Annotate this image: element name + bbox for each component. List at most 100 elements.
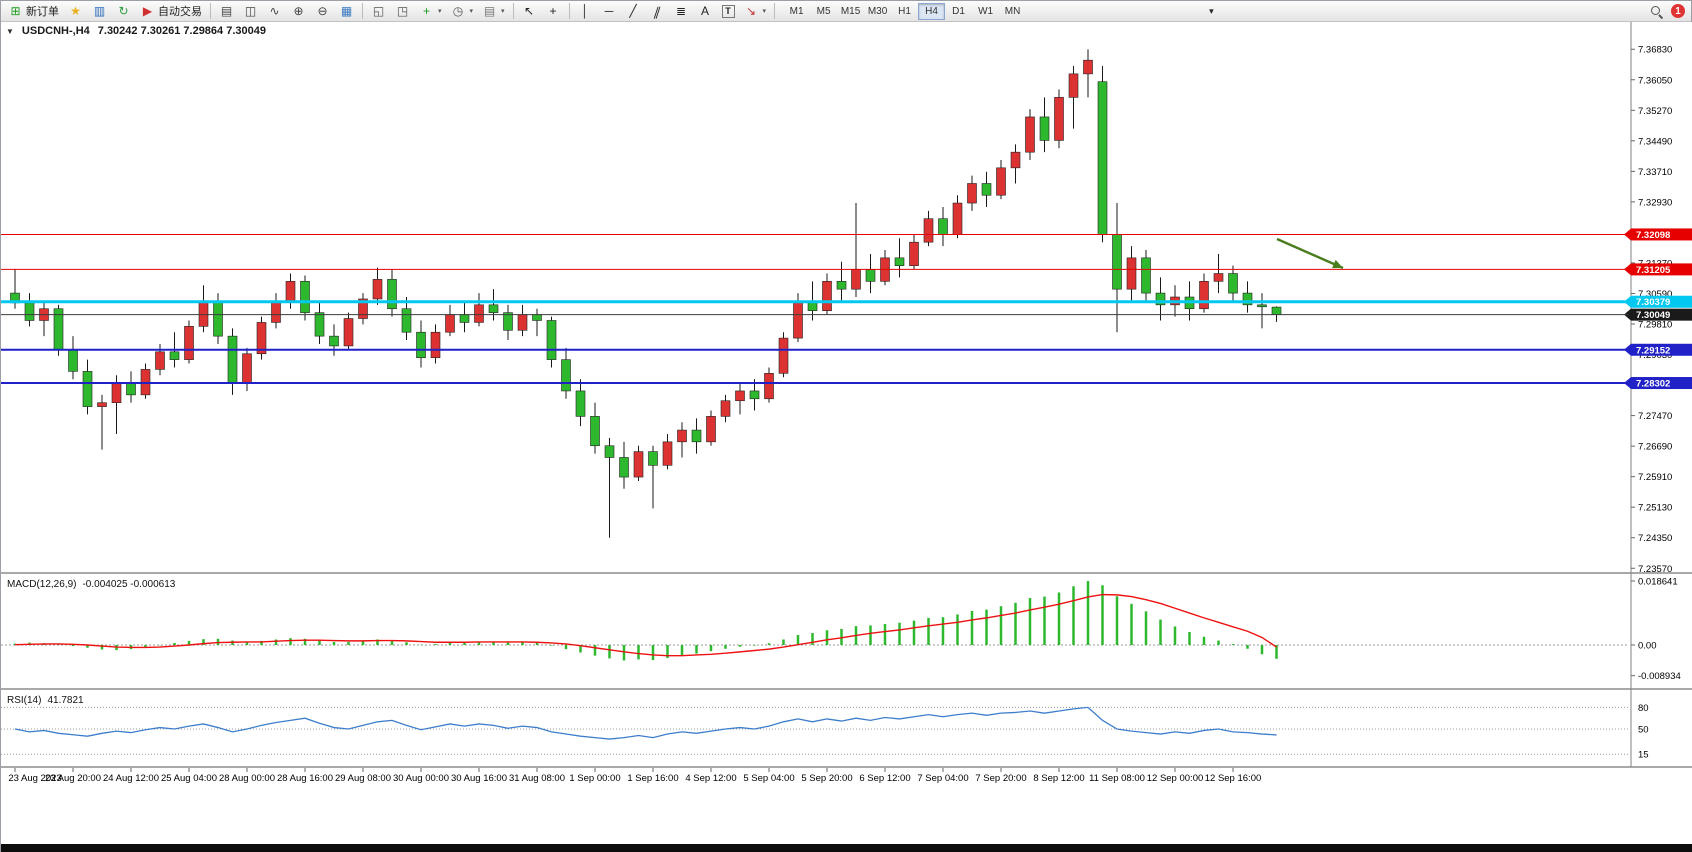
- periods[interactable]: ◷ ▾: [447, 2, 478, 20]
- svg-text:7.30049: 7.30049: [1636, 310, 1670, 321]
- macd-values: -0.004025 -0.000613: [82, 579, 176, 590]
- date-label: 12 Sep 00:00: [1147, 773, 1204, 784]
- toolbar-separator: [512, 3, 514, 19]
- candle-body: [836, 281, 847, 290]
- date-label: 11 Sep 08:00: [1089, 773, 1145, 784]
- chart-canvas[interactable]: 7.36830 7.36050 7.35270 7.34490 7.33710 7.329…: [1, 22, 1692, 787]
- candle-body: [706, 416, 716, 443]
- rsi-level-label: 80: [1638, 703, 1649, 714]
- line-chart-mode[interactable]: ∿: [263, 2, 286, 20]
- mql5-community[interactable]: ↻: [112, 2, 135, 20]
- candle-body: [735, 390, 745, 402]
- star-icon: ★: [70, 4, 81, 18]
- cursor-tool[interactable]: ↖: [518, 2, 541, 20]
- timeframe-D1[interactable]: D1: [945, 3, 972, 20]
- candle-body: [1213, 273, 1224, 282]
- chevron-down-icon: ▾: [469, 8, 474, 15]
- toolbar-separator: [568, 3, 570, 19]
- timeframe-M30[interactable]: M30: [864, 3, 891, 20]
- candle-body: [213, 300, 223, 337]
- tile-windows[interactable]: ▦: [335, 2, 358, 20]
- candle-body: [793, 300, 803, 339]
- timeframe-M15[interactable]: M15: [837, 3, 864, 20]
- rsi-line: [14, 706, 1277, 740]
- timeframe-W1[interactable]: W1: [972, 3, 999, 20]
- macd-signal-line: [14, 593, 1277, 657]
- price-label-box: [1631, 377, 1692, 390]
- one-click-trading-arrow[interactable]: ▼: [6, 26, 14, 36]
- text-label-tool[interactable]: T: [718, 2, 739, 20]
- hlines-layer[interactable]: [1, 233, 1629, 385]
- candle-body: [662, 441, 673, 466]
- symbol-period-label: USDCNH-,H4: [21, 25, 90, 37]
- fibonacci-icon: ≣: [676, 4, 687, 18]
- price-tick-label: 7.34490: [1638, 136, 1672, 147]
- candle-body: [590, 416, 600, 447]
- candle-body: [619, 457, 629, 478]
- vertical-line-tool[interactable]: │: [574, 2, 597, 20]
- date-label: 5 Sep 20:00: [801, 773, 852, 784]
- candle-body: [691, 429, 702, 443]
- fibonacci-tool[interactable]: ≣: [670, 2, 693, 20]
- crosshair-tool[interactable]: +: [542, 2, 565, 20]
- macd-indicator-label[interactable]: MACD(12,26,9) -0.004025 -0.000613: [7, 579, 175, 590]
- zoom-in[interactable]: ⊕: [287, 2, 310, 20]
- candle-body: [169, 351, 180, 360]
- price-tick-label: 7.25910: [1638, 472, 1672, 483]
- candlestick-mode[interactable]: ◫: [239, 2, 262, 20]
- zoom-out[interactable]: ⊖: [311, 2, 334, 20]
- pane-separators: [1, 572, 1692, 768]
- arrows-tool[interactable]: ↘ ▾: [740, 2, 771, 20]
- date-label: 4 Sep 12:00: [685, 773, 736, 784]
- candle-body: [358, 298, 368, 319]
- text-label-icon: T: [721, 4, 735, 18]
- toolbar-overflow[interactable]: ▾: [1205, 2, 1218, 20]
- date-label: 30 Aug 00:00: [393, 773, 449, 784]
- start-page[interactable]: ★: [64, 2, 87, 20]
- equidistant-channel-tool[interactable]: ∥: [646, 2, 669, 20]
- price-axis[interactable]: 7.36830 7.36050 7.35270 7.34490 7.33710 7.329…: [1624, 22, 1692, 767]
- horizontal-line-tool[interactable]: ─: [598, 2, 621, 20]
- candle-body: [242, 353, 252, 384]
- candle-body: [24, 302, 35, 321]
- timeframe-M1[interactable]: M1: [783, 3, 810, 20]
- timeframe-M5[interactable]: M5: [810, 3, 837, 20]
- timeframe-H4[interactable]: H4: [918, 2, 946, 20]
- candle-body: [1010, 151, 1021, 169]
- candle-body: [909, 241, 919, 266]
- timeframe-H1[interactable]: H1: [891, 3, 918, 20]
- new-order-button[interactable]: ⊞ 新订单: [4, 2, 63, 20]
- candlestick-icon: ◫: [244, 4, 257, 18]
- notification-badge[interactable]: 1: [1671, 4, 1685, 18]
- arrow-annotation-head: [1332, 259, 1343, 269]
- candle-body: [387, 279, 397, 310]
- indicators[interactable]: + ▾: [415, 2, 446, 20]
- search-button[interactable]: [1645, 2, 1667, 20]
- candle-body: [894, 257, 905, 266]
- candle-body: [1242, 292, 1253, 306]
- arrange-windows[interactable]: ◳: [391, 2, 414, 20]
- auto-trading-label: 自动交易: [158, 6, 202, 18]
- cascade-windows[interactable]: ◱: [367, 2, 390, 20]
- date-label: 8 Sep 12:00: [1033, 773, 1084, 784]
- timeframe-MN[interactable]: MN: [999, 3, 1026, 20]
- date-label: 12 Sep 16:00: [1205, 773, 1262, 784]
- candle-body: [372, 279, 383, 300]
- candle-body: [1141, 257, 1151, 294]
- bar-chart-mode[interactable]: ▤: [215, 2, 238, 20]
- crosshair-icon: +: [549, 4, 557, 18]
- annotations[interactable]: [1276, 237, 1344, 270]
- rsi-name: RSI(14): [7, 695, 42, 706]
- trendline-tool[interactable]: ╱: [622, 2, 645, 20]
- candle-body: [271, 300, 281, 323]
- text-tool[interactable]: A: [694, 2, 717, 20]
- auto-trading-button[interactable]: ▶ 自动交易: [136, 2, 206, 20]
- candle-body: [1054, 97, 1064, 141]
- new-order-icon: ⊞: [10, 4, 21, 18]
- templates[interactable]: ▤ ▾: [478, 2, 509, 20]
- new-chart[interactable]: ▥: [88, 2, 111, 20]
- rsi-indicator-label[interactable]: RSI(14) 41.7821: [7, 695, 84, 706]
- candle-body: [996, 167, 1006, 196]
- indicators-plus-icon: +: [422, 4, 430, 18]
